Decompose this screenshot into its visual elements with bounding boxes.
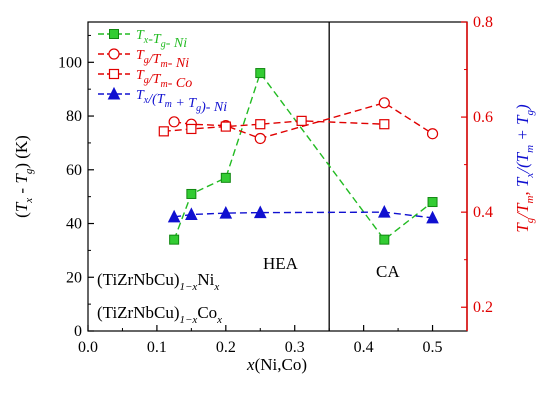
x-tick-label: 0.5 [423, 339, 443, 356]
legend-marker [107, 86, 121, 100]
y-axis-label-right: Tg/Tm, Tx/(Tm + Tg) [513, 104, 536, 233]
y-right-tick-label: 0.8 [473, 14, 493, 31]
series-3 [167, 205, 439, 224]
legend-marker [108, 68, 120, 80]
y-right-tick-label: 0.6 [473, 109, 493, 126]
legend-marker [108, 48, 120, 60]
series-line-0 [173, 71, 433, 241]
region-label-ca: CA [376, 262, 400, 281]
data-point [158, 126, 169, 137]
data-point [254, 132, 266, 145]
data-point [167, 209, 181, 223]
data-point [220, 172, 231, 183]
data-point [426, 210, 439, 224]
legend-marker [109, 29, 119, 39]
y-left-tick-label: 100 [58, 54, 82, 71]
x-tick-label: 0.2 [216, 339, 236, 356]
data-point [378, 97, 390, 109]
data-point [168, 116, 180, 128]
y-left-tick-label: 20 [66, 269, 82, 286]
legend-entry: Tx-Tg- Ni [136, 28, 187, 51]
region-label-hea: HEA [263, 254, 299, 273]
x-tick-label: 0.0 [78, 339, 98, 356]
y-axis-label-left: (Tx - Tg) (K) [12, 135, 35, 218]
data-point [220, 121, 231, 132]
composition-label-ni: (TiZrNbCu)1−xNix [97, 270, 219, 293]
legend-entry: Tx/(Tm + Tg)- Ni [136, 88, 227, 115]
series-0 [169, 68, 438, 245]
composition-label-co: (TiZrNbCu)1−xCox [97, 303, 222, 326]
y-right-tick-label: 0.2 [473, 299, 493, 316]
data-point [185, 207, 198, 221]
data-point [186, 188, 197, 199]
x-tick-label: 0.4 [354, 339, 374, 356]
data-point [296, 115, 307, 126]
x-axis-label: x(Ni,Co) [246, 355, 307, 374]
y-left-tick-label: 80 [66, 108, 82, 125]
series-2 [158, 115, 390, 137]
legend-entry: Tg/Tm- Co [136, 68, 192, 91]
legend-entry: Tg/Tm- Ni [136, 48, 189, 71]
data-point [219, 205, 233, 219]
data-point [379, 234, 390, 245]
data-point [186, 123, 197, 135]
data-point [253, 205, 267, 219]
data-point [426, 128, 439, 140]
data-point [255, 68, 266, 79]
data-point [379, 119, 390, 130]
y-left-tick-label: 0 [74, 323, 82, 340]
data-point [427, 197, 438, 208]
x-tick-label: 0.3 [285, 339, 305, 356]
data-point [255, 119, 266, 130]
series-line-2 [163, 120, 385, 133]
x-tick-label: 0.1 [147, 339, 167, 356]
y-right-tick-label: 0.4 [473, 204, 493, 221]
y-left-tick-label: 40 [66, 216, 82, 233]
series-line-3 [174, 211, 433, 219]
y-left-tick-label: 60 [66, 162, 82, 179]
data-point [169, 234, 180, 245]
data-point [378, 205, 391, 218]
